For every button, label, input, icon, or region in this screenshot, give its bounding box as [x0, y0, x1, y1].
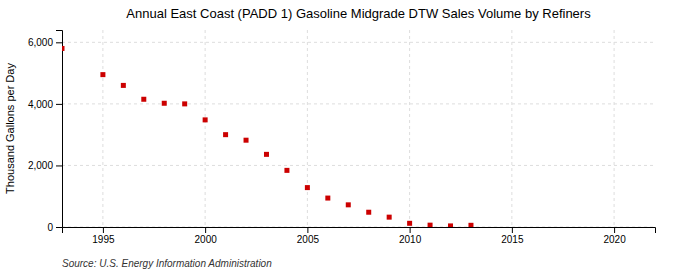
point — [325, 196, 330, 201]
x-tick: 2000 — [195, 227, 218, 245]
point — [182, 101, 187, 106]
source-note: Source: U.S. Energy Information Administ… — [62, 258, 272, 269]
x-tick-label: 2010 — [399, 234, 422, 245]
point — [407, 221, 412, 226]
x-tick: 2015 — [501, 227, 524, 245]
x-grid-line — [307, 30, 308, 227]
x-tick: 2010 — [399, 227, 422, 245]
point — [448, 223, 453, 227]
y-tick-mark — [56, 42, 62, 43]
x-tick-label: 2000 — [195, 234, 218, 245]
point — [162, 101, 167, 106]
x-tick-label: 1995 — [92, 234, 115, 245]
y-tick-label: 0 — [47, 222, 53, 233]
x-grid-line — [409, 30, 410, 227]
y-tick: 6,000 — [28, 37, 62, 48]
y-tick-label: 4,000 — [28, 99, 53, 110]
y-tick: 4,000 — [28, 99, 62, 110]
point — [121, 83, 126, 88]
point — [203, 117, 208, 122]
y-tick-label: 2,000 — [28, 160, 53, 171]
point — [244, 138, 249, 143]
y-tick: 2,000 — [28, 160, 62, 171]
point — [62, 46, 65, 51]
title: Annual East Coast (PADD 1) Gasoline Midg… — [126, 6, 591, 21]
x-tick-mark — [205, 227, 206, 233]
grid — [62, 30, 655, 227]
point — [428, 223, 433, 227]
x-tick-label: 2005 — [297, 234, 320, 245]
y-axis: 0 2,000 4,000 6,000 — [28, 31, 63, 233]
y-grid-line — [62, 42, 655, 43]
y-grid-line — [62, 165, 655, 166]
point — [100, 72, 105, 77]
y-tick-mark — [56, 165, 62, 166]
x-tick-label: 2020 — [603, 234, 626, 245]
point — [284, 168, 289, 173]
x-grid-line — [511, 30, 512, 227]
x-tick-mark — [307, 227, 308, 233]
plot-area: 1995 2000 2005 2010 2015 2020 0 2,000 4,000 6,000 — [28, 30, 656, 245]
chart: 1995 2000 2005 2010 2015 2020 0 2,000 4,000 6,000… — [0, 0, 675, 275]
x-tick-mark — [512, 227, 513, 233]
point — [305, 185, 310, 190]
point — [346, 202, 351, 207]
x-tick: 2020 — [603, 227, 626, 245]
y-tick-label: 6,000 — [28, 37, 53, 48]
x-grid-line — [614, 30, 615, 227]
point — [264, 152, 269, 157]
x-tick-mark — [410, 227, 411, 233]
point — [223, 132, 228, 137]
points — [62, 46, 473, 227]
y-axis-label: Thousand Gallons per Day — [4, 63, 16, 194]
y-grid-line — [62, 103, 655, 104]
point — [141, 97, 146, 102]
point — [387, 215, 392, 220]
x-tick: 1995 — [92, 227, 115, 245]
x-tick: 2005 — [297, 227, 320, 245]
y-tick-mark — [56, 227, 62, 228]
x-grid-line — [102, 30, 103, 227]
x-grid-line — [205, 30, 206, 227]
y-tick-mark — [56, 104, 62, 105]
x-axis: 1995 2000 2005 2010 2015 2020 — [63, 227, 656, 245]
x-tick-label: 2015 — [501, 234, 524, 245]
point — [468, 223, 473, 227]
x-axis-line — [63, 228, 656, 234]
point — [366, 210, 371, 215]
x-tick-mark — [103, 227, 104, 233]
y-tick: 0 — [47, 222, 62, 233]
y-axis-line — [56, 31, 63, 228]
x-tick-mark — [614, 227, 615, 233]
